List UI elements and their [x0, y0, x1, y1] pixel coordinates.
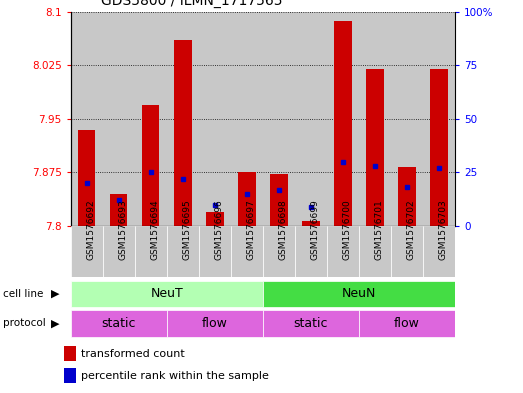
Bar	[167, 12, 199, 226]
Bar	[270, 174, 288, 226]
Text: GSM1576695: GSM1576695	[183, 200, 192, 261]
Bar	[78, 130, 95, 226]
Bar	[391, 226, 423, 277]
Bar	[206, 212, 223, 226]
Text: flow: flow	[202, 317, 228, 330]
Bar	[71, 12, 103, 226]
Bar	[359, 12, 391, 226]
Bar	[327, 226, 359, 277]
Bar	[103, 226, 135, 277]
Bar	[174, 40, 191, 226]
Text: GSM1576700: GSM1576700	[343, 200, 352, 261]
Bar	[199, 226, 231, 277]
Bar	[295, 12, 327, 226]
Bar	[110, 194, 128, 226]
Bar	[71, 226, 103, 277]
Text: static: static	[101, 317, 136, 330]
Bar	[71, 310, 167, 336]
Text: ▶: ▶	[51, 289, 59, 299]
Bar	[302, 221, 320, 226]
Bar	[231, 226, 263, 277]
Bar	[359, 310, 455, 336]
Bar	[391, 12, 423, 226]
Text: flow: flow	[394, 317, 420, 330]
Bar	[398, 167, 416, 226]
Bar	[238, 173, 256, 226]
Bar	[263, 310, 359, 336]
Bar	[263, 226, 295, 277]
Text: percentile rank within the sample: percentile rank within the sample	[81, 371, 269, 381]
Text: transformed count: transformed count	[81, 349, 185, 358]
Bar	[334, 21, 351, 226]
Bar	[423, 12, 455, 226]
Text: GSM1576693: GSM1576693	[119, 200, 128, 261]
Bar	[167, 226, 199, 277]
Bar	[142, 105, 160, 226]
Bar	[327, 12, 359, 226]
Bar	[359, 226, 391, 277]
Bar	[167, 310, 263, 336]
Text: GSM1576701: GSM1576701	[375, 200, 384, 261]
Bar	[135, 226, 167, 277]
Bar	[64, 368, 75, 383]
Text: GSM1576702: GSM1576702	[407, 200, 416, 261]
Bar	[366, 69, 384, 226]
Text: protocol: protocol	[3, 318, 46, 328]
Bar	[64, 346, 75, 362]
Text: ▶: ▶	[51, 318, 59, 328]
Bar	[423, 226, 455, 277]
Text: static: static	[293, 317, 328, 330]
Bar	[231, 12, 263, 226]
Bar	[103, 12, 134, 226]
Bar	[295, 226, 327, 277]
Bar	[263, 281, 455, 307]
Text: GDS5800 / ILMN_1717565: GDS5800 / ILMN_1717565	[101, 0, 283, 8]
Bar	[199, 12, 231, 226]
Text: GSM1576692: GSM1576692	[87, 200, 96, 261]
Text: GSM1576698: GSM1576698	[279, 200, 288, 261]
Text: GSM1576697: GSM1576697	[247, 200, 256, 261]
Text: NeuN: NeuN	[342, 287, 376, 300]
Bar	[430, 69, 448, 226]
Text: NeuT: NeuT	[150, 287, 183, 300]
Text: cell line: cell line	[3, 289, 43, 299]
Text: GSM1576703: GSM1576703	[439, 200, 448, 261]
Bar	[71, 281, 263, 307]
Bar	[263, 12, 295, 226]
Bar	[134, 12, 167, 226]
Text: GSM1576699: GSM1576699	[311, 200, 320, 261]
Text: GSM1576694: GSM1576694	[151, 200, 160, 261]
Text: GSM1576696: GSM1576696	[215, 200, 224, 261]
